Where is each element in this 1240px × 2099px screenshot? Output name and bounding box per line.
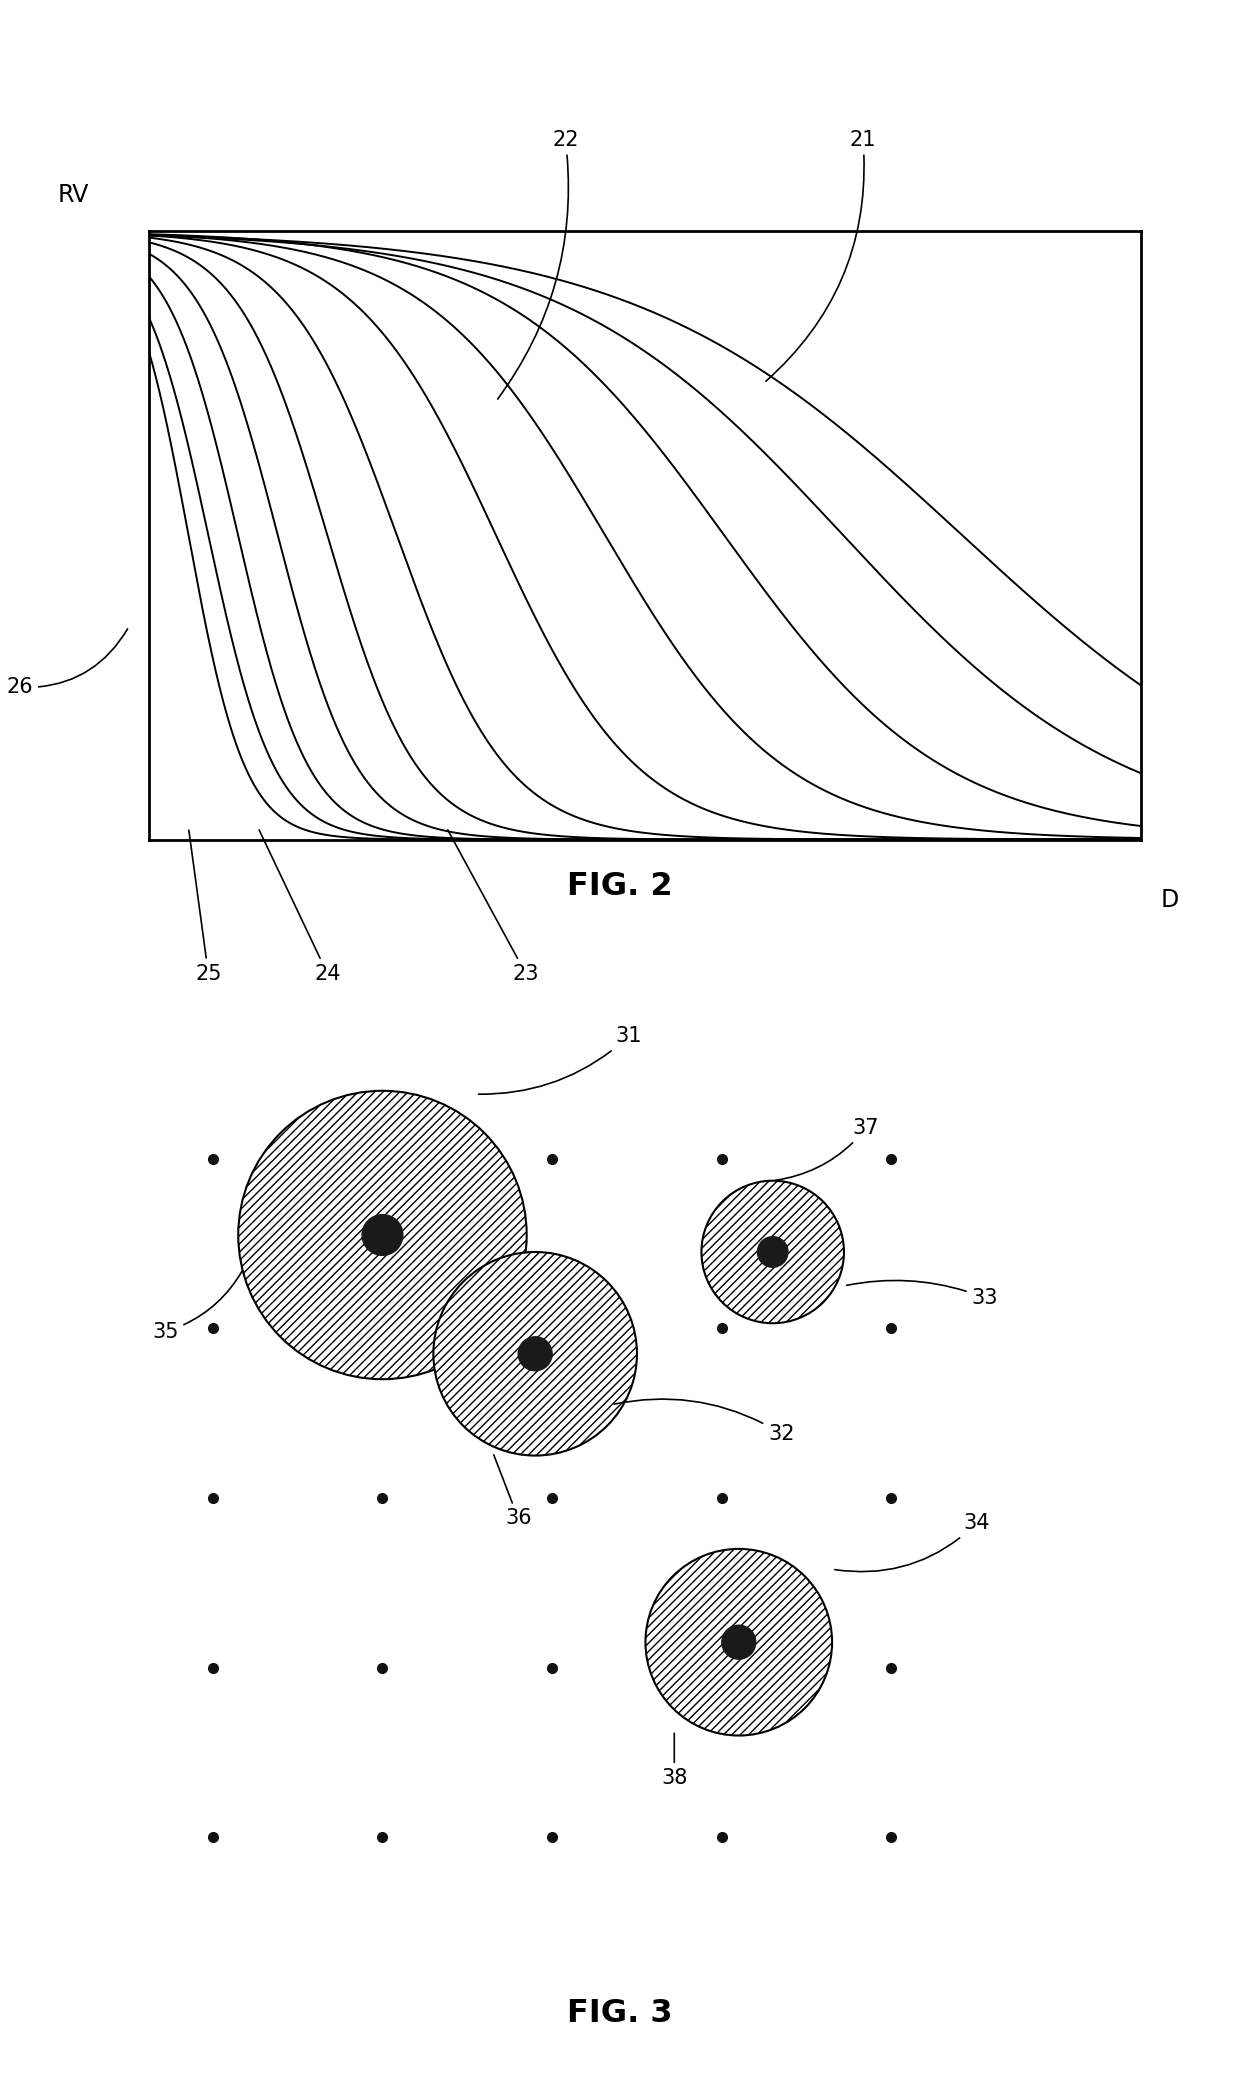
Text: 38: 38 — [661, 1734, 687, 1788]
Circle shape — [238, 1091, 527, 1379]
Text: 33: 33 — [847, 1280, 998, 1308]
Text: 32: 32 — [614, 1400, 795, 1444]
Text: 25: 25 — [188, 831, 222, 984]
Text: 22: 22 — [497, 130, 579, 399]
Text: RV: RV — [58, 183, 89, 206]
Text: 21: 21 — [766, 130, 877, 382]
Text: 34: 34 — [835, 1513, 990, 1572]
Text: 37: 37 — [775, 1119, 879, 1180]
Circle shape — [433, 1251, 637, 1455]
Circle shape — [702, 1182, 844, 1322]
Circle shape — [646, 1549, 832, 1736]
Text: 26: 26 — [6, 630, 128, 697]
Text: FIG. 2: FIG. 2 — [567, 871, 673, 903]
Circle shape — [362, 1215, 403, 1255]
Circle shape — [518, 1337, 552, 1371]
Circle shape — [758, 1236, 787, 1268]
Text: 35: 35 — [153, 1272, 242, 1341]
Text: 23: 23 — [448, 829, 539, 984]
Text: FIG. 3: FIG. 3 — [567, 1998, 673, 2030]
Text: D: D — [1161, 888, 1179, 913]
Circle shape — [722, 1625, 755, 1658]
Text: 24: 24 — [259, 829, 341, 984]
Text: 36: 36 — [494, 1455, 532, 1528]
Text: 31: 31 — [479, 1026, 642, 1094]
